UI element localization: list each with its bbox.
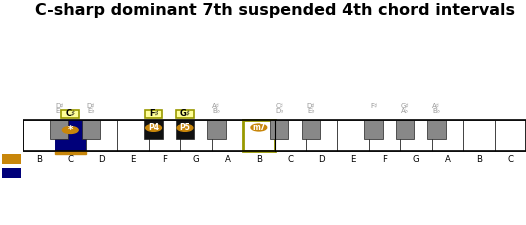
Text: P5: P5: [179, 123, 190, 132]
Bar: [243, 120, 275, 151]
Bar: [211, 120, 243, 151]
Bar: [494, 120, 526, 151]
Bar: [463, 120, 494, 151]
FancyBboxPatch shape: [176, 110, 194, 118]
Bar: [117, 120, 149, 151]
Bar: [23, 120, 55, 151]
Text: F♯: F♯: [370, 103, 377, 109]
Bar: [306, 120, 338, 151]
Bar: [176, 120, 194, 139]
Bar: [55, 120, 86, 151]
Text: *: *: [68, 125, 73, 135]
Bar: [149, 120, 180, 151]
Bar: [2, 154, 21, 164]
Text: C♯: C♯: [65, 110, 75, 119]
Ellipse shape: [177, 124, 193, 131]
Text: E: E: [350, 155, 356, 164]
Bar: [23, 120, 526, 151]
Text: E♭: E♭: [87, 108, 95, 114]
Text: C: C: [507, 155, 513, 164]
Text: A♯: A♯: [213, 103, 220, 109]
Ellipse shape: [146, 124, 161, 131]
Text: basicmusictheory.com: basicmusictheory.com: [9, 76, 14, 135]
Text: D♯: D♯: [307, 103, 315, 109]
Text: F: F: [162, 155, 167, 164]
Bar: [86, 120, 117, 151]
Bar: [50, 120, 68, 139]
Text: A: A: [444, 155, 450, 164]
Text: D♯: D♯: [55, 103, 64, 109]
Text: D♭: D♭: [275, 108, 284, 114]
Text: B: B: [256, 155, 262, 164]
Text: B♭: B♭: [213, 108, 220, 114]
Bar: [275, 120, 306, 151]
Text: E♭: E♭: [55, 108, 63, 114]
Text: B: B: [476, 155, 482, 164]
Text: F♯: F♯: [149, 110, 158, 119]
Bar: [338, 120, 369, 151]
Bar: [400, 120, 432, 151]
Bar: [365, 120, 383, 139]
Text: G♯: G♯: [179, 110, 190, 119]
Text: A♯: A♯: [432, 103, 440, 109]
Text: B: B: [36, 155, 42, 164]
Bar: [82, 120, 100, 139]
Text: C♯: C♯: [275, 103, 284, 109]
Bar: [207, 120, 226, 139]
Text: F: F: [382, 155, 387, 164]
Text: E♭: E♭: [307, 108, 315, 114]
Ellipse shape: [251, 124, 267, 131]
Text: D♯: D♯: [86, 103, 95, 109]
Text: G: G: [193, 155, 199, 164]
Text: C-sharp dominant 7th suspended 4th chord intervals: C-sharp dominant 7th suspended 4th chord…: [35, 3, 514, 18]
Bar: [432, 120, 463, 151]
Text: G: G: [412, 155, 419, 164]
Ellipse shape: [63, 126, 78, 133]
Text: A♭: A♭: [401, 108, 409, 114]
Text: E: E: [130, 155, 136, 164]
Text: D: D: [98, 155, 105, 164]
Bar: [180, 120, 211, 151]
Text: C: C: [67, 155, 73, 164]
Bar: [396, 120, 414, 139]
Bar: [270, 120, 288, 139]
Text: G♯: G♯: [401, 103, 409, 109]
FancyBboxPatch shape: [62, 110, 79, 118]
Text: A: A: [225, 155, 230, 164]
Text: B♭: B♭: [432, 108, 440, 114]
Bar: [2, 168, 21, 178]
Text: P4: P4: [148, 123, 159, 132]
Text: m7: m7: [252, 123, 266, 132]
FancyBboxPatch shape: [145, 110, 163, 118]
Text: C: C: [287, 155, 294, 164]
Bar: [427, 120, 446, 139]
Bar: [145, 120, 163, 139]
Text: D: D: [318, 155, 325, 164]
Bar: [301, 120, 320, 139]
Bar: [369, 120, 400, 151]
Bar: [55, 151, 86, 154]
